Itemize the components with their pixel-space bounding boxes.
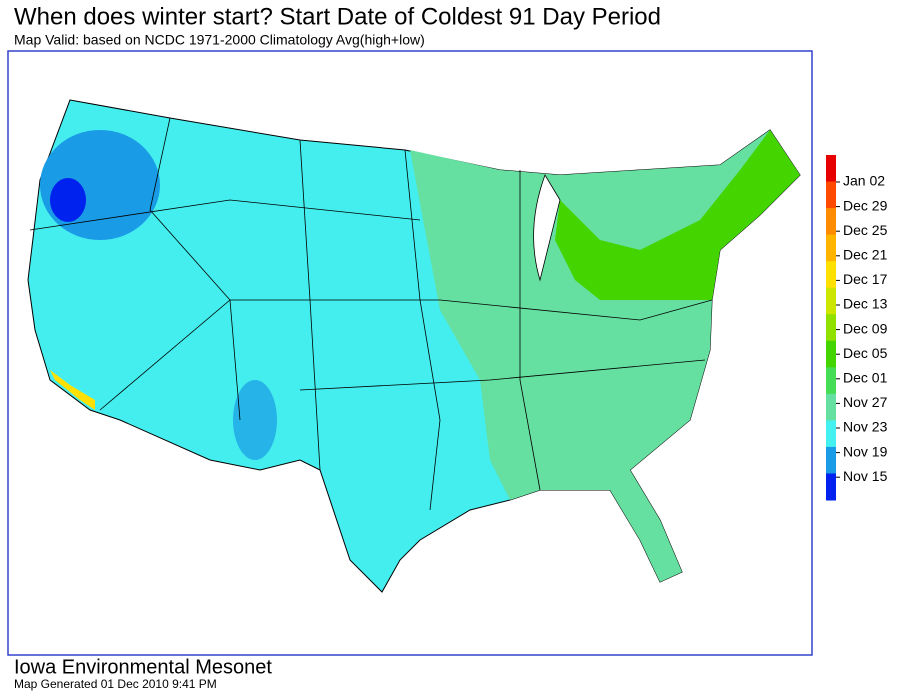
legend-swatch [826,473,836,501]
legend-label: Dec 05 [843,345,888,361]
footer-organization: Iowa Environmental Mesonet [14,656,272,678]
map-frame [7,50,813,656]
legend-label: Dec 13 [843,296,888,312]
legend-swatch [826,314,836,342]
title: When does winter start? Start Date of Co… [14,3,661,30]
legend-swatch [826,420,836,448]
state-lines [29,117,713,511]
legend: Jan 02 Dec 29 Dec 25 Dec 21 Dec 17 Dec 13 Dec … [826,155,888,501]
legend-label: Dec 01 [843,370,888,386]
legend-swatch [826,208,836,236]
legend-swatch [826,155,836,183]
legend-swatch [826,367,836,395]
legend-swatch [826,340,836,368]
legend-swatch [826,261,836,289]
coastal-warm-area [50,370,95,410]
legend-label: Nov 23 [843,419,888,435]
legend-swatch [826,446,836,474]
map [27,99,801,593]
southwest-cold-area [233,380,277,460]
legend-swatch [826,287,836,315]
legend-label: Dec 21 [843,247,888,263]
subtitle: Map Valid: based on NCDC 1971-2000 Clima… [14,32,425,48]
lake-michigan [533,174,561,282]
legend-swatch [826,234,836,262]
northwest-coldest-area [50,178,86,222]
legend-label: Dec 09 [843,320,888,336]
legend-label: Nov 27 [843,394,888,410]
northeast-green-region [555,130,800,300]
legend-label: Jan 02 [843,173,885,189]
legend-label: Dec 17 [843,271,888,287]
legend-label: Dec 29 [843,197,888,213]
legend-label: Nov 19 [843,443,888,459]
legend-swatch [826,181,836,209]
legend-swatch [826,393,836,421]
legend-label: Dec 25 [843,222,888,238]
footer-generated: Map Generated 01 Dec 2010 9:41 PM [14,677,217,691]
legend-label: Nov 15 [843,468,888,484]
